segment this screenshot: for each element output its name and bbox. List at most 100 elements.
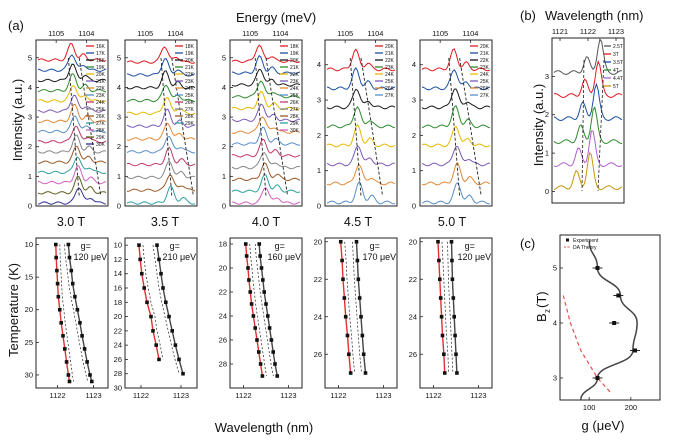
data-point: [170, 329, 174, 333]
field-label: 4.5 T: [344, 215, 373, 229]
data-point: [258, 362, 263, 366]
spectrum-trace: [326, 88, 396, 110]
data-point: [67, 379, 72, 384]
dashed-guide: [78, 57, 102, 197]
data-point: [438, 296, 443, 300]
spectrum-trace: [126, 160, 196, 180]
spectrum-trace: [37, 187, 107, 205]
c-legend-entry-experiment: Experiment: [573, 238, 599, 244]
branch2-fit-line: [355, 241, 367, 374]
spectrum-trace: [37, 63, 107, 83]
data-point: [260, 374, 265, 378]
spectrum-trace: [37, 156, 107, 175]
spectrum-trace: [231, 151, 301, 170]
data-point: [66, 242, 71, 247]
y-tick-label: 4: [28, 83, 32, 92]
g-factor-value: 170 μeV: [362, 252, 396, 262]
data-point: [155, 243, 159, 247]
spectrum-trace: [126, 97, 196, 116]
legend-entry: 22K: [96, 86, 106, 92]
legend-entry: 24K: [290, 86, 300, 92]
spectrum-trace: [421, 145, 491, 167]
temperature-frame: [419, 237, 493, 389]
dashed-guide: [265, 57, 289, 197]
data-point: [359, 314, 363, 319]
b-spectrum-trace: [553, 60, 623, 98]
spectrum-trace: [37, 175, 107, 195]
spectrum-trace: [421, 105, 491, 129]
y-tick-label: 5: [28, 53, 32, 62]
data-point: [151, 329, 155, 333]
legend-entry: 28K: [185, 114, 195, 120]
c-theory-line: [562, 295, 611, 393]
spectrum-trace: [37, 85, 107, 103]
wavelength-tick-label: 1122: [235, 391, 251, 400]
data-point: [145, 300, 149, 305]
data-point: [69, 268, 74, 273]
legend-entry: 23K: [480, 65, 490, 71]
energy-tick-label: 1105: [337, 29, 353, 38]
y-tick-label: 0: [28, 202, 32, 211]
c-x-tick-label: 200: [625, 403, 638, 412]
branch1-dashed-line: [441, 241, 450, 374]
y-tick-label: 2: [117, 142, 121, 151]
data-point: [436, 239, 440, 244]
data-point: [442, 352, 446, 357]
branch1-fit-line: [138, 245, 160, 360]
temperature-panel-3: 18 20 22 24 26 28 1122 1123 g=160 μeV: [219, 237, 303, 400]
data-point: [59, 320, 63, 325]
y-tick-label: 3: [317, 96, 321, 105]
spectrum-trace: [37, 125, 107, 144]
temperature-tick-label: 24: [314, 312, 322, 321]
spectra-frame: [35, 39, 109, 207]
b-wavelength-axis-label: Wavelength (nm): [545, 8, 644, 23]
spectrum-trace: [126, 46, 196, 64]
branch1-fit-line: [55, 244, 71, 382]
legend-entry: 29K: [185, 121, 195, 127]
data-point: [161, 286, 165, 290]
spectrum-trace: [326, 123, 396, 148]
temperature-tick-label: 10: [25, 240, 33, 249]
data-point: [437, 258, 441, 263]
c-experiment-point: [612, 321, 617, 325]
data-point: [70, 281, 75, 286]
y-tick-label: 0: [412, 202, 416, 211]
branch2-dashed-line: [447, 241, 454, 374]
data-point: [264, 302, 268, 306]
spectrum-trace: [421, 182, 491, 205]
data-point: [88, 373, 92, 377]
branch2-fit-line: [450, 241, 458, 374]
spectrum-trace: [37, 165, 107, 185]
legend-entry: 20K: [290, 58, 300, 64]
spectrum-trace: [126, 185, 196, 205]
temperature-tick-label: 30: [114, 384, 122, 393]
spectrum-trace: [231, 126, 301, 146]
temperature-tick-label: 22: [314, 275, 322, 284]
legend-entry: 28K: [96, 128, 106, 134]
legend-entry: 21K: [385, 51, 395, 57]
y-tick-label: 3: [28, 113, 32, 122]
temperature-tick-label: 20: [219, 264, 227, 273]
legend-entry: 19K: [290, 51, 300, 57]
y-tick-label: 1: [28, 172, 32, 181]
legend-entry: 24K: [385, 72, 395, 78]
branch1-fit-line: [245, 243, 264, 377]
panel-b: 0 1 2 3 1121 1122 1123 2.5T 3T 3.5T 4T 4.4T 5T: [545, 27, 625, 204]
b-legend-entry: 3T: [613, 52, 619, 58]
branch1-dashed-line: [142, 245, 164, 360]
data-point: [157, 357, 161, 362]
temperature-tick-label: 25: [25, 338, 33, 347]
temperature-tick-label: 24: [219, 312, 227, 321]
data-point: [340, 258, 344, 263]
data-point: [137, 243, 141, 247]
legend-entry: 25K: [185, 93, 195, 99]
spectrum-trace: [231, 68, 301, 87]
dashed-guide: [459, 57, 482, 197]
spectrum-trace: [231, 173, 301, 193]
panel-label-c: (c): [520, 236, 535, 251]
spectrum-trace: [37, 134, 107, 154]
spectrum-trace: [421, 125, 491, 148]
temperature-tick-label: 18: [114, 298, 122, 307]
